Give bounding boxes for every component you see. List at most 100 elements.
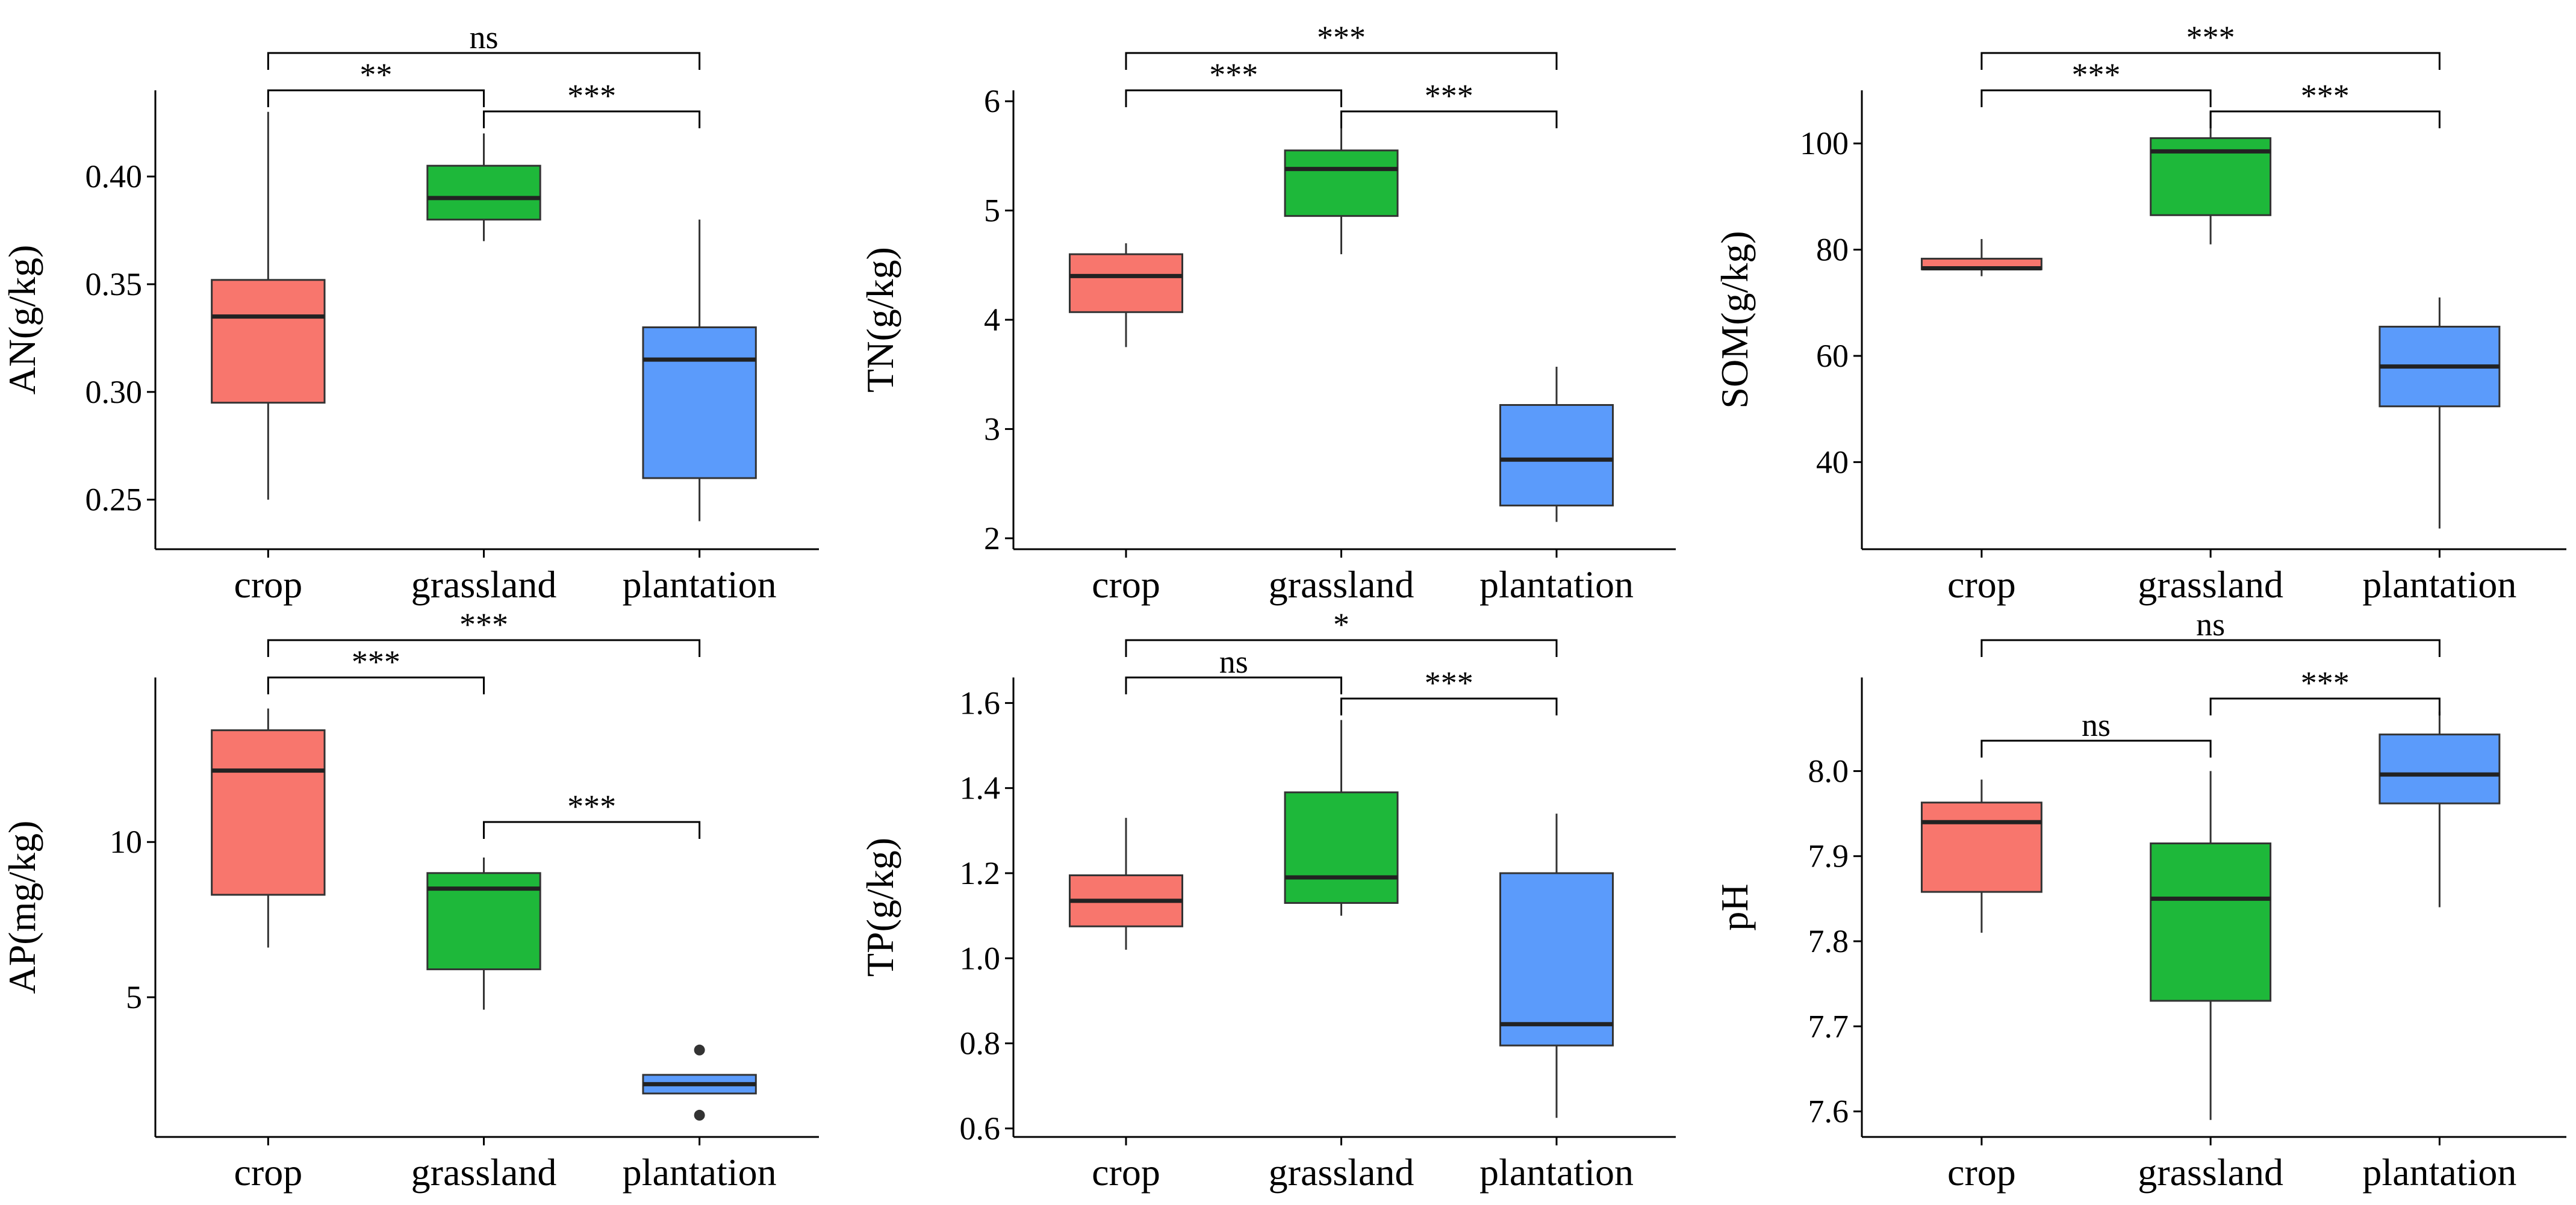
box-crop <box>1920 238 2042 276</box>
significance-bracket: ns <box>1980 606 2441 657</box>
significance-bracket: ns <box>267 19 701 70</box>
significance-label: *** <box>567 788 616 824</box>
y-tick-label: 40 <box>1816 444 1849 480</box>
x-category-label-crop: crop <box>234 563 302 606</box>
significance-bracket: ns <box>1125 644 1342 694</box>
box-plantation <box>2378 711 2501 908</box>
x-category-label-plantation: plantation <box>2362 1151 2516 1194</box>
significance-bracket: ** <box>267 57 485 107</box>
box-grassland <box>2150 771 2272 1120</box>
x-category-label-grassland: grassland <box>411 563 557 606</box>
panel-ap: 5 10 AP(mg/kg) crop grassland plantation *** **… <box>1 606 819 1194</box>
significance-bracket: * <box>1125 606 1558 657</box>
significance-bracket: *** <box>1340 665 1558 715</box>
box-body <box>2378 733 2501 805</box>
significance-label: *** <box>352 644 400 680</box>
bracket-line <box>1980 639 2441 657</box>
box-grassland <box>426 858 541 1010</box>
box-body <box>642 326 757 479</box>
box-grassland <box>1284 720 1399 916</box>
significance-bracket: *** <box>1980 19 2441 70</box>
y-axis-label: TN(g/kg) <box>859 247 901 393</box>
y-axis-label: pH <box>1713 883 1756 930</box>
significance-bracket: ns <box>1980 707 2212 758</box>
significance-label: *** <box>1425 665 1473 701</box>
panel-tn: 2 3 4 5 6 TN(g/kg) crop grassland plantation *** *… <box>859 19 1676 606</box>
significance-label: *** <box>2301 665 2350 701</box>
significance-label: ns <box>2196 606 2225 643</box>
significance-label: * <box>1333 606 1349 643</box>
box-crop <box>1069 243 1183 347</box>
bracket-line <box>1125 639 1558 657</box>
x-category-label-crop: crop <box>1092 563 1160 606</box>
x-category-label-crop: crop <box>1947 1151 2016 1194</box>
x-category-label-grassland: grassland <box>411 1151 557 1194</box>
y-tick-label: 10 <box>110 824 142 860</box>
bracket-line <box>1980 52 2441 70</box>
y-tick-label: 6 <box>984 83 1000 119</box>
box-crop <box>1069 818 1183 950</box>
y-tick-label: 7.9 <box>1808 838 1849 874</box>
y-tick-label: 100 <box>1800 125 1849 161</box>
x-category-label-plantation: plantation <box>2362 563 2516 606</box>
bracket-line <box>267 52 701 70</box>
significance-label: *** <box>1425 78 1473 114</box>
bracket-line <box>1125 52 1558 70</box>
y-tick-label: 0.8 <box>960 1026 1001 1062</box>
y-tick-label: 4 <box>984 302 1000 338</box>
significance-label: *** <box>2301 78 2350 114</box>
bracket-line <box>2209 697 2441 715</box>
box-crop <box>1920 779 2042 933</box>
box-body <box>1284 791 1399 904</box>
box-plantation <box>2378 297 2501 529</box>
significance-label: *** <box>459 606 508 643</box>
bracket-line <box>267 676 485 694</box>
bracket-line <box>482 110 701 128</box>
y-axis-label: SOM(g/kg) <box>1713 231 1756 408</box>
x-category-label-crop: crop <box>1092 1151 1160 1194</box>
panel-an: 0.25 0.30 0.35 0.40 AN(g/kg) crop grassland pla… <box>1 19 819 606</box>
x-category-label-plantation: plantation <box>1479 1151 1634 1194</box>
significance-label: ns <box>1219 644 1248 680</box>
significance-bracket: *** <box>267 606 701 657</box>
box-grassland <box>426 133 541 241</box>
box-plantation <box>642 1044 757 1121</box>
panel-som: 40 60 80 100 SOM(g/kg) crop grassland plantatio… <box>1713 19 2566 606</box>
box-body <box>1499 872 1614 1047</box>
significance-bracket: *** <box>1340 78 1558 128</box>
bracket-line <box>1125 676 1342 694</box>
y-tick-label: 1.6 <box>960 685 1001 721</box>
significance-bracket: *** <box>1125 57 1342 107</box>
box-body <box>2150 842 2272 1002</box>
box-body <box>1499 404 1614 506</box>
x-category-label-grassland: grassland <box>1269 563 1414 606</box>
box-plantation <box>1499 814 1614 1118</box>
bracket-line <box>2209 110 2441 128</box>
significance-label: ns <box>469 19 498 55</box>
bracket-line <box>1125 89 1342 107</box>
bracket-line <box>1980 89 2212 107</box>
outlier-point <box>694 1044 705 1056</box>
significance-label: *** <box>1317 19 1366 55</box>
significance-bracket: *** <box>1980 57 2212 107</box>
significance-bracket: *** <box>482 788 701 839</box>
y-tick-label: 8.0 <box>1808 753 1849 789</box>
y-tick-label: 0.40 <box>86 158 143 195</box>
significance-bracket: *** <box>1125 19 1558 70</box>
panel-tp: 0.6 0.8 1.0 1.2 1.4 1.6 TP(g/kg) crop grassland p… <box>859 606 1676 1194</box>
y-tick-label: 2 <box>984 520 1000 556</box>
y-axis-label: TP(g/kg) <box>859 838 901 977</box>
bracket-line <box>1980 740 2212 758</box>
y-tick-label: 7.7 <box>1808 1008 1849 1044</box>
x-category-label-grassland: grassland <box>1269 1151 1414 1194</box>
box-body <box>426 164 541 221</box>
bracket-line <box>1340 110 1558 128</box>
box-grassland <box>2150 111 2272 244</box>
box-body <box>211 279 326 404</box>
box-body <box>1069 253 1183 313</box>
box-crop <box>211 708 326 948</box>
x-category-label-crop: crop <box>1947 563 2016 606</box>
significance-bracket: *** <box>2209 78 2441 128</box>
significance-label: ns <box>2082 707 2111 743</box>
outlier-point <box>694 1109 705 1121</box>
